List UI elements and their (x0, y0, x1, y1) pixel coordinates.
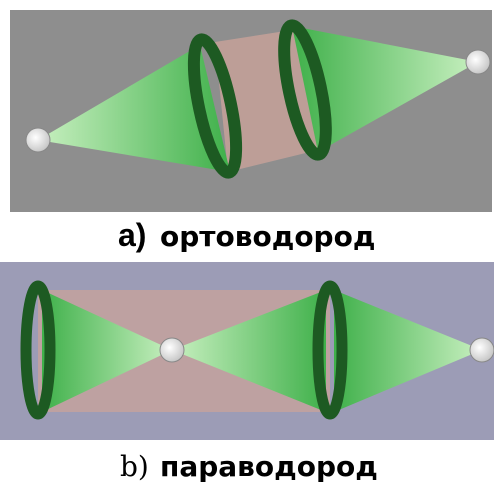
panel-label: a) (118, 217, 146, 253)
nucleus (466, 50, 490, 74)
nucleus (470, 338, 494, 362)
caption: ортоводород (160, 220, 375, 253)
caption: параводород (160, 450, 378, 483)
diagram: a) ортоводород b) параводород (0, 0, 494, 486)
page: a) ортоводород b) параводород (() => { c… (0, 0, 494, 486)
nucleus (160, 338, 184, 362)
nucleus (26, 128, 50, 152)
panel-label: b) (120, 450, 149, 483)
